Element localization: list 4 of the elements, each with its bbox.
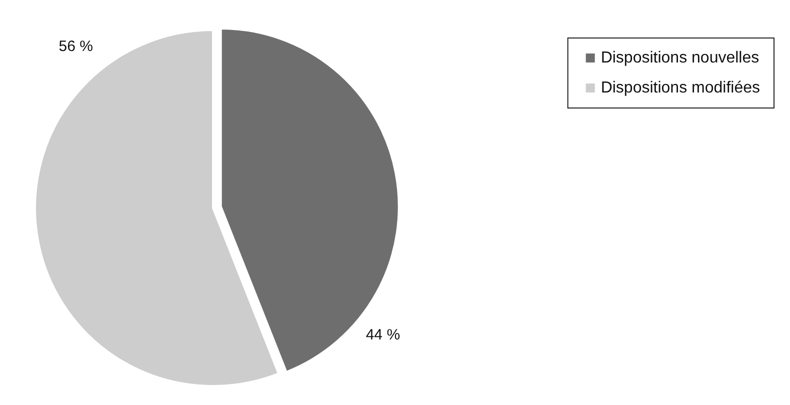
legend-label: Dispositions nouvelles bbox=[600, 50, 760, 66]
legend-label: Dispositions modifiées bbox=[600, 80, 760, 96]
data-label: 56 % bbox=[58, 38, 93, 55]
data-label: 44 % bbox=[366, 326, 400, 344]
